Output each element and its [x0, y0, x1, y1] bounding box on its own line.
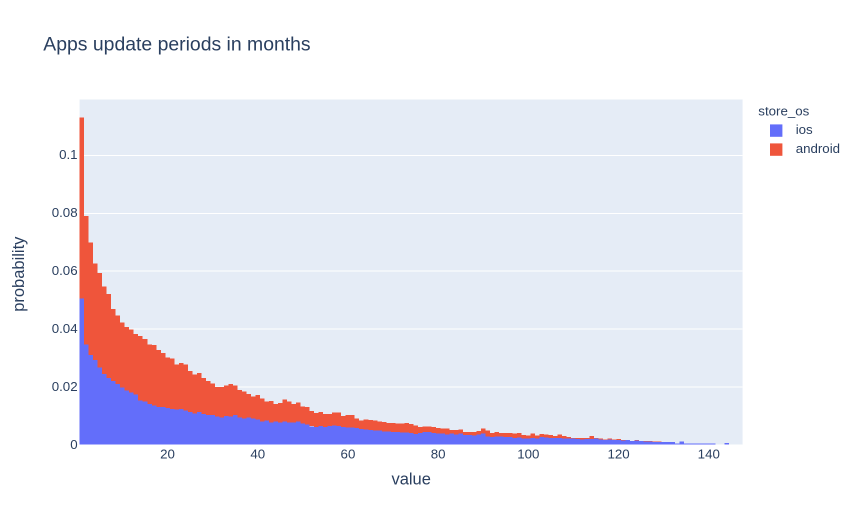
svg-text:80: 80 [431, 446, 446, 461]
svg-text:store_os: store_os [758, 104, 809, 119]
svg-text:0.04: 0.04 [52, 321, 78, 336]
svg-text:140: 140 [698, 446, 720, 461]
svg-text:100: 100 [517, 446, 539, 461]
svg-text:20: 20 [160, 446, 175, 461]
svg-text:ios: ios [796, 122, 813, 137]
svg-text:0.02: 0.02 [52, 379, 78, 394]
svg-text:0.08: 0.08 [52, 205, 78, 220]
svg-text:Apps update periods in months: Apps update periods in months [43, 33, 310, 55]
svg-text:value: value [391, 471, 430, 489]
svg-text:0.06: 0.06 [52, 263, 78, 278]
svg-text:40: 40 [250, 446, 265, 461]
svg-text:0.1: 0.1 [59, 147, 78, 162]
svg-text:120: 120 [607, 446, 629, 461]
svg-text:0: 0 [70, 437, 77, 452]
svg-text:60: 60 [341, 446, 356, 461]
svg-text:android: android [796, 141, 840, 156]
svg-text:probability: probability [10, 236, 28, 312]
